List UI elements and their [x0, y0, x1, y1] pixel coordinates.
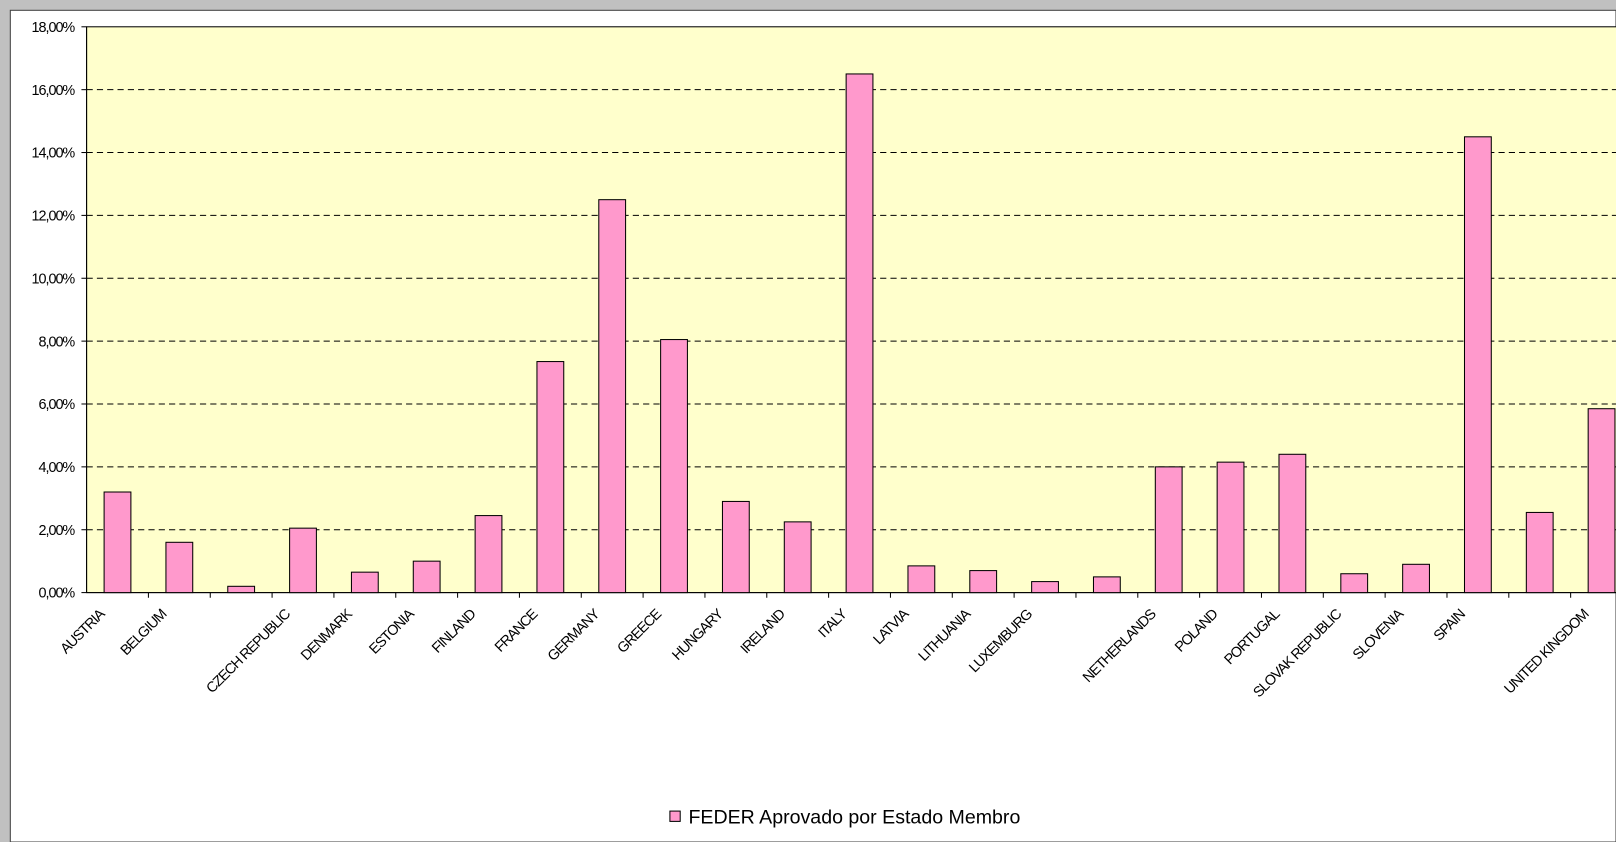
bar: [1587, 408, 1616, 594]
bar: [289, 527, 317, 594]
bar: [1402, 563, 1430, 594]
bar: [1340, 573, 1369, 594]
bar: [907, 565, 936, 594]
y-tick-label: 18,00%: [32, 20, 76, 36]
bar: [783, 521, 812, 594]
bar: [227, 585, 256, 594]
y-tick-label: 16,00%: [32, 83, 76, 99]
bar: [1154, 466, 1183, 594]
bar: [1463, 136, 1492, 594]
bar: [165, 541, 194, 594]
bar: [969, 570, 998, 594]
y-tick-label: 10,00%: [32, 271, 76, 287]
y-tick-label: 2,00%: [39, 523, 76, 539]
y-tick-label: 0,00%: [39, 586, 76, 602]
y-tick-label: 8,00%: [39, 334, 76, 350]
bar: [845, 73, 874, 594]
bar: [1092, 576, 1121, 594]
bar: [1278, 453, 1307, 594]
y-tick-label: 4,00%: [39, 460, 76, 476]
bar: [660, 339, 688, 594]
bar: [1525, 511, 1554, 594]
bar: [103, 491, 132, 594]
y-tick-label: 12,00%: [32, 209, 76, 225]
legend-swatch: [669, 810, 681, 822]
bar: [598, 199, 627, 594]
bar: [350, 571, 379, 594]
y-tick-label: 6,00%: [39, 397, 76, 413]
y-tick-label: 14,00%: [32, 146, 76, 162]
bar: [412, 560, 441, 594]
bar: [536, 361, 565, 594]
bar: [721, 500, 750, 594]
bar: [474, 515, 503, 594]
bar: [1031, 581, 1059, 594]
legend-label: FEDER Aprovado por Estado Membro: [688, 806, 1020, 828]
bar: [1216, 461, 1245, 594]
